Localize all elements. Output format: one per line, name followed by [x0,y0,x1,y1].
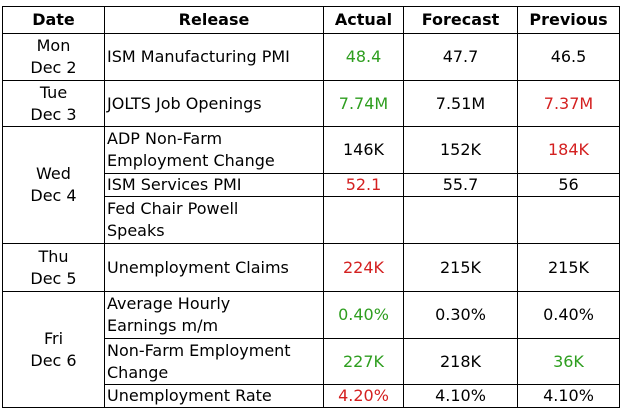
release-name: JOLTS Job Openings [107,93,262,113]
header-forecast: Forecast [403,6,518,34]
table-row: Mon Dec 2 ISM Manufacturing PMI 48.4 47.… [2,33,620,81]
previous-cell: 7.37M [517,80,620,127]
table-row: Tue Dec 3 JOLTS Job Openings 7.74M 7.51M… [2,80,620,127]
previous-cell [517,196,620,244]
date-cell: Thu Dec 5 [2,243,105,292]
day-name: Tue [39,82,68,102]
forecast-cell: 0.30% [403,291,518,339]
table-row: ISM Services PMI 52.1 55.7 56 [3,173,620,197]
table-row: Fri Dec 6 Average Hourly Earnings m/m 0.… [2,291,620,408]
table-row: Thu Dec 5 Unemployment Claims 224K 215K … [2,243,620,292]
release-name-line: Non-Farm Employment [107,340,291,360]
forecast-cell: 55.7 [403,173,518,197]
date-cell: Wed Dec 4 [2,126,105,244]
release-name: ISM Services PMI [107,175,242,194]
actual-cell: 0.40% [323,291,404,339]
release-name-line: Average Hourly [107,294,231,313]
table-row: Unemployment Rate 4.20% 4.10% 4.10% [3,384,620,408]
header-date: Date [2,6,105,34]
previous-cell: 46.5 [517,33,620,81]
forecast-cell: 4.10% [403,384,518,408]
release-name: ISM Manufacturing PMI [107,47,290,66]
release-name-line: Earnings m/m [107,316,219,335]
table-row: Fed Chair Powell Speaks [3,196,620,244]
release-name-line: ADP Non-Farm [107,129,223,148]
day-date: Dec 2 [30,58,77,77]
table-row: Wed Dec 4 ADP Non-Farm Employment Change… [2,126,620,244]
date-cell: Fri Dec 6 [2,291,105,408]
day-name: Mon [36,36,71,55]
release-cell: Non-Farm Employment Change [104,338,324,385]
forecast-cell: 215K [403,243,518,292]
date-cell: Mon Dec 2 [2,33,105,81]
release-name-line: Employment Change [107,151,275,170]
release-name: Unemployment Rate [107,386,272,405]
release-cell: ADP Non-Farm Employment Change [104,126,324,174]
header-release: Release [104,6,324,34]
release-cell: Fed Chair Powell Speaks [104,196,324,244]
actual-cell: 48.4 [323,33,404,81]
actual-cell: 146K [323,126,404,174]
release-cell: Unemployment Rate [104,384,324,408]
day-name: Wed [36,164,71,183]
previous-cell: 184K [517,126,620,174]
previous-cell: 56 [517,173,620,197]
release-name: Unemployment Claims [107,257,289,277]
forecast-cell: 152K [403,126,518,174]
previous-cell: 4.10% [517,384,620,408]
release-cell: Unemployment Claims [104,243,324,292]
previous-cell: 36K [517,338,620,385]
day-date: Dec 4 [30,186,77,205]
economic-calendar-table: Date Release Actual Forecast Previous Mo… [2,6,620,408]
day-name: Thu [38,246,69,266]
actual-cell [323,196,404,244]
actual-cell: 7.74M [323,80,404,127]
table-row: Non-Farm Employment Change 227K 218K 36K [3,338,620,385]
previous-cell: 215K [517,243,620,292]
actual-cell: 4.20% [323,384,404,408]
forecast-cell: 218K [403,338,518,385]
day-date: Dec 3 [30,104,77,124]
day-name: Fri [43,328,64,348]
release-cell: JOLTS Job Openings [104,80,324,127]
forecast-cell: 7.51M [403,80,518,127]
day-date: Dec 6 [30,350,77,370]
previous-cell: 0.40% [517,291,620,339]
forecast-cell: 47.7 [403,33,518,81]
release-cell: Average Hourly Earnings m/m [104,291,324,339]
day-date: Dec 5 [30,268,77,288]
release-name-line: Fed Chair Powell [107,199,239,218]
release-cell: ISM Manufacturing PMI [104,33,324,81]
forecast-cell [403,196,518,244]
date-cell: Tue Dec 3 [2,80,105,127]
header-row: Date Release Actual Forecast Previous [2,6,620,34]
header-previous: Previous [517,6,620,34]
actual-cell: 227K [323,338,404,385]
release-name-line: Speaks [107,221,165,240]
release-cell: ISM Services PMI [104,173,324,197]
header-actual: Actual [323,6,404,34]
actual-cell: 224K [323,243,404,292]
release-name-line: Change [107,362,169,382]
actual-cell: 52.1 [323,173,404,197]
